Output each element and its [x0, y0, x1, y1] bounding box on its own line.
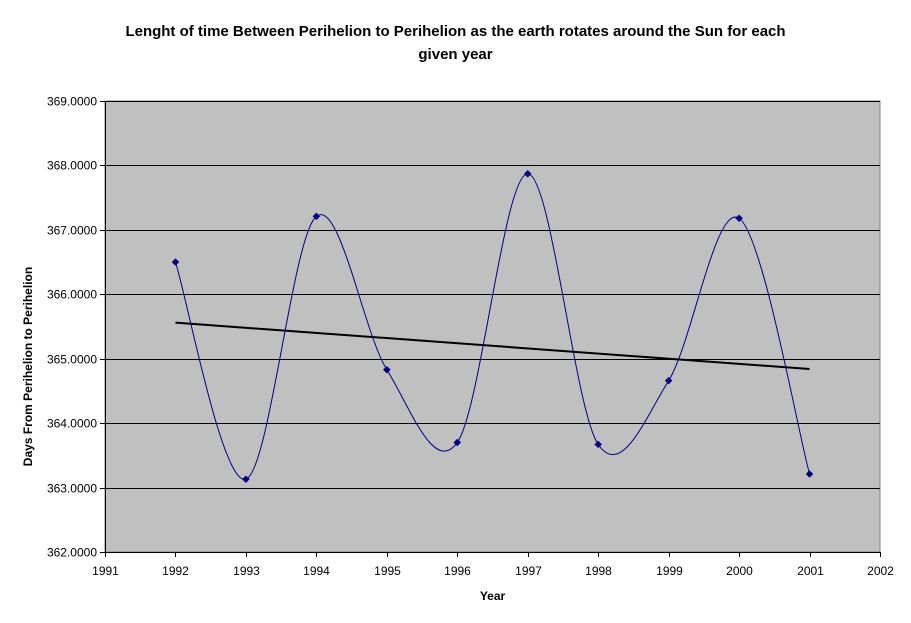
x-tick-label: 1996	[444, 564, 471, 578]
data-point	[523, 169, 532, 178]
y-tick-label: 366.0000	[47, 288, 97, 302]
data-point	[312, 212, 321, 221]
data-point	[805, 470, 814, 478]
x-tick-label: 1993	[233, 564, 260, 578]
trendline	[175, 321, 810, 371]
x-tick-label: 2001	[797, 564, 824, 578]
data-point	[664, 376, 673, 385]
y-tick-label: 368.0000	[47, 159, 97, 173]
data-point	[453, 438, 462, 447]
y-tick-label: 367.0000	[47, 224, 97, 238]
y-tick-label: 365.0000	[47, 353, 97, 367]
series-line	[174, 173, 811, 480]
y-tick-label: 363.0000	[47, 482, 97, 496]
data-points	[171, 169, 814, 484]
x-tick-label: 1991	[92, 564, 119, 578]
chart-title-line-2: given year	[418, 46, 493, 63]
x-axis-label: Year	[480, 589, 506, 603]
data-point	[171, 258, 180, 266]
chart-title: Lenght of time Between Perihelion to Per…	[0, 20, 911, 66]
data-point	[242, 475, 250, 484]
x-tick-label: 1995	[374, 564, 401, 578]
data-point	[594, 440, 603, 449]
x-tick-label: 1999	[656, 564, 683, 578]
data-point	[735, 214, 743, 223]
x-axis-ticks: 1991 1992 1993 1994 1995 1996 1997 1998 1999 2000…	[92, 552, 894, 578]
data-point	[382, 365, 391, 374]
x-tick-label: 1992	[162, 564, 189, 578]
y-tick-label: 369.0000	[47, 95, 97, 109]
x-tick-label: 2002	[867, 564, 894, 578]
chart-title-line-1: Lenght of time Between Perihelion to Per…	[125, 23, 786, 40]
y-tick-label: 364.0000	[47, 417, 97, 431]
x-tick-label: 1994	[303, 564, 330, 578]
y-axis-ticks: 362.0000 363.0000 364.0000 365.0000 366.0000…	[47, 95, 105, 560]
x-tick-label: 2000	[726, 564, 753, 578]
y-axis-label: Days From Perihelion to Perihelion	[21, 267, 35, 466]
x-tick-label: 1998	[585, 564, 612, 578]
y-tick-label: 362.0000	[47, 546, 97, 560]
x-tick-label: 1997	[515, 564, 542, 578]
